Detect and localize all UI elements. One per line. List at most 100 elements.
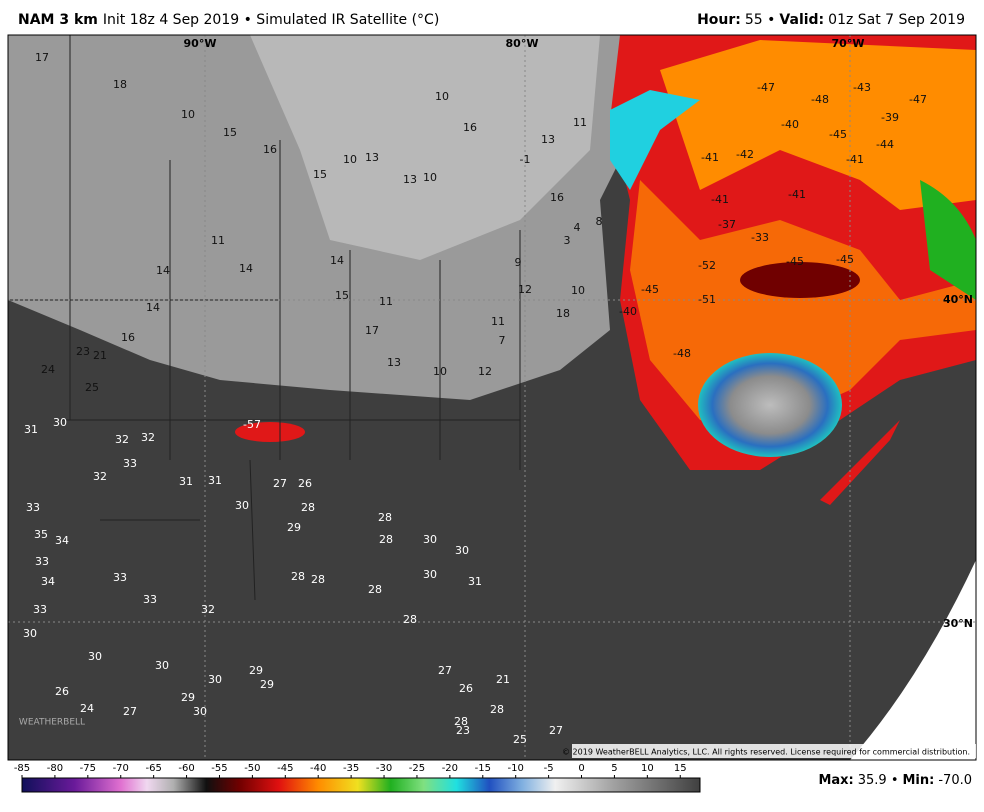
outside-domain bbox=[850, 330, 976, 760]
station-value: 33 bbox=[123, 457, 137, 470]
logo: WEATHERBELL bbox=[19, 718, 85, 728]
station-value: 28 bbox=[454, 715, 468, 728]
station-value: 29 bbox=[260, 678, 274, 691]
model-name: NAM 3 km bbox=[18, 12, 98, 28]
lon-label: 80°W bbox=[506, 37, 539, 50]
storm-orange2 bbox=[630, 180, 976, 430]
station-value: 26 bbox=[459, 682, 473, 695]
band bbox=[820, 420, 900, 505]
station-value: 18 bbox=[113, 78, 127, 91]
station-value: -42 bbox=[736, 148, 754, 161]
eye bbox=[698, 353, 842, 457]
station-value: 27 bbox=[123, 705, 137, 718]
station-value: -45 bbox=[641, 283, 659, 296]
station-value: 25 bbox=[85, 381, 99, 394]
station-value: 10 bbox=[181, 108, 195, 121]
station-value: 23 bbox=[456, 724, 470, 737]
station-value: 30 bbox=[88, 650, 102, 663]
colorbar-label: -10 bbox=[508, 763, 524, 774]
station-value: -41 bbox=[701, 151, 719, 164]
station-value: 9 bbox=[515, 256, 522, 269]
station-value: 3 bbox=[564, 234, 571, 247]
storm-core bbox=[740, 262, 860, 298]
storm-orange bbox=[660, 40, 976, 210]
station-value: 29 bbox=[249, 664, 263, 677]
station-value: 30 bbox=[155, 659, 169, 672]
station-value: 30 bbox=[23, 627, 37, 640]
station-value: 33 bbox=[143, 593, 157, 606]
colorbar-label: -60 bbox=[178, 763, 194, 774]
station-value: 30 bbox=[193, 705, 207, 718]
station-value: 10 bbox=[423, 171, 437, 184]
max-label: Max: bbox=[818, 773, 853, 788]
station-value: 13 bbox=[387, 356, 401, 369]
valid-time: 01z Sat 7 Sep 2019 bbox=[828, 12, 965, 28]
hour: 55 • bbox=[745, 12, 776, 28]
lat-label: 40°N bbox=[943, 293, 973, 306]
station-value: -40 bbox=[781, 118, 799, 131]
station-value: 8 bbox=[596, 215, 603, 228]
station-value: 10 bbox=[433, 365, 447, 378]
cloud-bright bbox=[250, 35, 600, 260]
station-value: 12 bbox=[518, 283, 532, 296]
station-value: 29 bbox=[181, 691, 195, 704]
tstorm bbox=[235, 422, 305, 442]
station-value: 17 bbox=[365, 324, 379, 337]
station-value: 27 bbox=[438, 664, 452, 677]
station-value: 30 bbox=[455, 544, 469, 557]
station-value: 28 bbox=[403, 613, 417, 626]
station-value: 18 bbox=[556, 307, 570, 320]
station-value: 13 bbox=[403, 173, 417, 186]
map bbox=[8, 35, 976, 760]
copyright-bg bbox=[572, 744, 976, 758]
colorbar-label: -85 bbox=[14, 763, 30, 774]
station-value: 30 bbox=[423, 533, 437, 546]
station-value: 14 bbox=[156, 264, 170, 277]
station-value: 28 bbox=[291, 570, 305, 583]
station-value: -39 bbox=[881, 111, 899, 124]
station-value: 32 bbox=[201, 603, 215, 616]
station-value: 30 bbox=[423, 568, 437, 581]
station-value: 31 bbox=[208, 474, 222, 487]
station-value: 21 bbox=[496, 673, 510, 686]
station-value: 28 bbox=[311, 573, 325, 586]
station-value: 33 bbox=[33, 603, 47, 616]
init: Init 18z 4 Sep 2019 • Simulated IR Satel… bbox=[103, 12, 439, 28]
station-value: 28 bbox=[490, 703, 504, 716]
station-value: 11 bbox=[573, 116, 587, 129]
station-value: 13 bbox=[365, 151, 379, 164]
colorbar-label: -55 bbox=[211, 763, 227, 774]
station-value: 28 bbox=[378, 511, 392, 524]
colorbar-scale bbox=[21, 777, 701, 793]
station-value: 27 bbox=[273, 477, 287, 490]
station-value: -40 bbox=[619, 305, 637, 318]
station-value: 7 bbox=[499, 334, 506, 347]
station-value: 4 bbox=[574, 221, 581, 234]
station-value: 29 bbox=[287, 521, 301, 534]
station-value: -41 bbox=[846, 153, 864, 166]
station-value: 28 bbox=[368, 583, 382, 596]
station-value: 16 bbox=[263, 143, 277, 156]
colorbar-label: -70 bbox=[113, 763, 129, 774]
station-value: -1 bbox=[520, 153, 531, 166]
station-value: -45 bbox=[786, 255, 804, 268]
station-value: 25 bbox=[513, 733, 527, 746]
copyright: © 2019 WeatherBELL Analytics, LLC. All r… bbox=[562, 748, 970, 757]
colorbar: -85 -80 -75 -70 -65 -60 -55 -50 -45 -40 -35 -30 -25-… bbox=[14, 763, 701, 793]
colorbar-label: -65 bbox=[145, 763, 161, 774]
station-value: 31 bbox=[179, 475, 193, 488]
station-value: -48 bbox=[811, 93, 829, 106]
station-value: 14 bbox=[239, 262, 253, 275]
lon-label: 70°W bbox=[832, 37, 865, 50]
station-value: 11 bbox=[211, 234, 225, 247]
station-value: 24 bbox=[41, 363, 55, 376]
station-value: -52 bbox=[698, 259, 716, 272]
station-value: 10 bbox=[343, 153, 357, 166]
colorbar-label: -30 bbox=[376, 763, 392, 774]
station-value: 31 bbox=[24, 423, 38, 436]
colorbar-label: -25 bbox=[409, 763, 425, 774]
colorbar-label: -20 bbox=[442, 763, 458, 774]
station-value: 33 bbox=[26, 501, 40, 514]
station-value: 34 bbox=[41, 575, 55, 588]
lon-label: 90°W bbox=[184, 37, 217, 50]
